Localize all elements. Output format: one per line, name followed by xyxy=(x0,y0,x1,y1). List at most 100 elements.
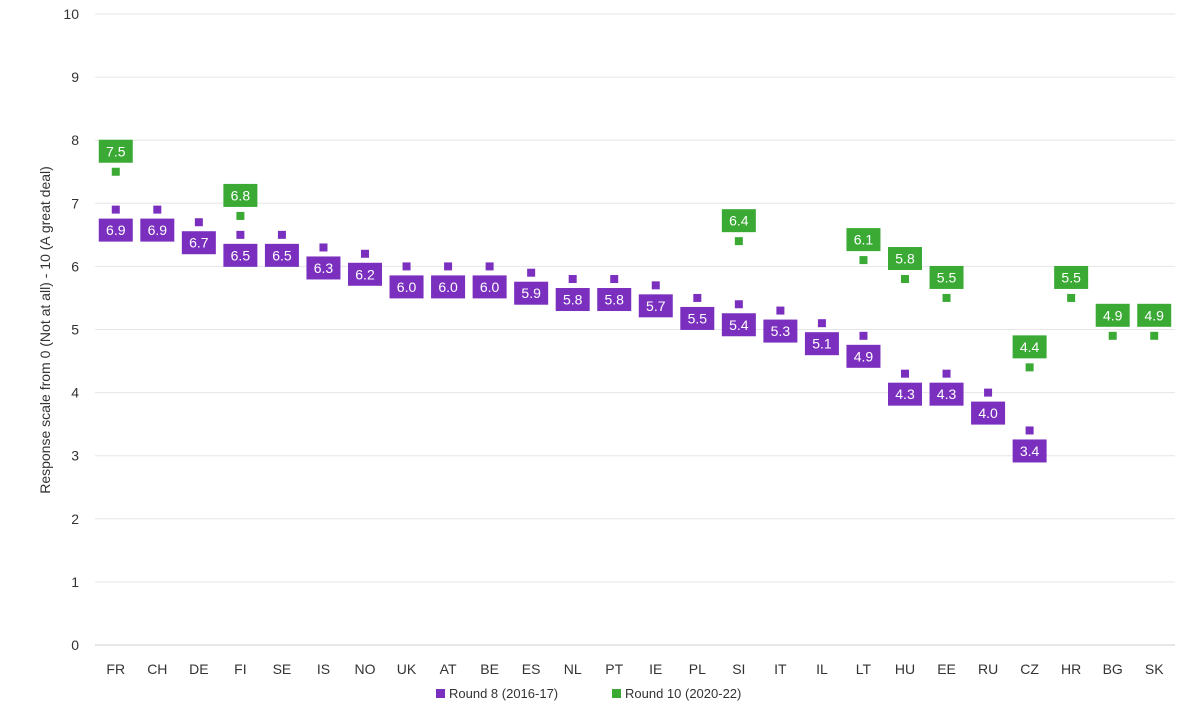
x-tick-label: HR xyxy=(1061,661,1081,677)
label-box-round-8 xyxy=(971,401,1006,425)
x-tick-label: ES xyxy=(522,661,541,677)
point-round-8 xyxy=(277,230,286,239)
point-round-10 xyxy=(1150,331,1159,340)
data-label-round-8: 5.8 xyxy=(604,292,624,308)
x-tick-label: HU xyxy=(895,661,915,677)
data-label-round-8: 6.7 xyxy=(189,235,209,251)
point-round-8 xyxy=(319,243,328,252)
x-tick-label: FI xyxy=(234,661,246,677)
point-round-8 xyxy=(651,281,660,290)
y-tick-label: 0 xyxy=(71,637,79,653)
data-label-round-10: 4.9 xyxy=(1144,307,1164,323)
point-round-8 xyxy=(361,249,369,258)
point-round-10 xyxy=(734,237,743,246)
y-tick-label: 6 xyxy=(71,258,79,274)
data-label-round-8: 4.9 xyxy=(854,348,874,364)
x-tick-label: SE xyxy=(273,661,292,677)
data-label-round-10: 4.4 xyxy=(1020,339,1040,355)
point-round-8 xyxy=(610,275,619,284)
point-round-10 xyxy=(1067,293,1076,302)
x-tick-label: NL xyxy=(564,661,582,677)
data-label-round-8: 6.9 xyxy=(148,222,168,238)
point-round-8 xyxy=(776,306,785,315)
x-tick-label: BG xyxy=(1103,661,1123,677)
x-tick-label: RU xyxy=(978,661,998,677)
data-label-round-10: 6.4 xyxy=(729,213,749,229)
data-label-round-8: 6.3 xyxy=(314,260,334,276)
data-label-round-8: 6.2 xyxy=(355,266,375,282)
x-tick-label: NO xyxy=(355,661,376,677)
legend-label-round-10: Round 10 (2020-22) xyxy=(625,686,741,701)
x-tick-label: BE xyxy=(480,661,499,677)
x-tick-label: UK xyxy=(397,661,417,677)
data-label-round-8: 6.0 xyxy=(438,279,458,295)
data-label-round-8: 4.0 xyxy=(978,405,998,421)
data-label-round-8: 5.5 xyxy=(688,310,708,326)
label-box-round-10 xyxy=(223,183,258,207)
label-box-round-10 xyxy=(888,247,922,271)
data-label-round-8: 5.8 xyxy=(563,292,583,308)
label-box-round-8 xyxy=(929,382,964,406)
label-box-round-10 xyxy=(98,139,133,163)
x-tick-label: PL xyxy=(689,661,706,677)
label-box-round-8 xyxy=(223,243,258,267)
data-label-round-8: 3.4 xyxy=(1020,443,1040,459)
point-round-8 xyxy=(568,275,577,284)
y-tick-label: 8 xyxy=(71,132,79,148)
x-tick-label: FR xyxy=(106,661,125,677)
label-box-round-8 xyxy=(888,382,922,406)
data-label-round-8: 6.0 xyxy=(397,279,417,295)
data-label-round-10: 6.8 xyxy=(231,187,251,203)
y-tick-label: 2 xyxy=(71,511,79,527)
point-round-8 xyxy=(942,369,951,378)
gridlines xyxy=(95,13,1175,646)
label-box-round-8 xyxy=(1012,439,1047,463)
label-box-round-8 xyxy=(721,313,756,337)
x-tick-label: DE xyxy=(189,661,208,677)
point-round-8 xyxy=(527,268,536,277)
x-tick-label: SK xyxy=(1145,661,1164,677)
y-axis-ticks: 0 1 2 3 4 5 6 7 8 9 10 xyxy=(63,6,79,653)
label-box-round-8 xyxy=(680,306,715,330)
data-label-round-8: 5.1 xyxy=(812,336,832,352)
point-round-8 xyxy=(859,331,868,340)
data-label-round-10: 6.1 xyxy=(854,232,874,248)
label-box-round-8 xyxy=(306,256,341,280)
point-round-8 xyxy=(984,388,993,397)
point-round-8 xyxy=(111,205,120,214)
x-tick-label: SI xyxy=(732,661,745,677)
label-box-round-8 xyxy=(348,262,382,286)
point-round-8 xyxy=(1025,426,1034,435)
data-label-round-8: 4.3 xyxy=(937,386,957,402)
point-round-8 xyxy=(485,262,494,271)
label-box-round-8 xyxy=(804,332,839,356)
data-label-round-10: 4.9 xyxy=(1103,307,1123,323)
data-label-round-8: 6.5 xyxy=(231,247,251,263)
point-round-8 xyxy=(734,300,743,309)
x-tick-label: IS xyxy=(317,661,330,677)
point-round-10 xyxy=(901,275,909,284)
legend-swatch-round-10 xyxy=(612,689,621,698)
data-marks: 6.9 6.9 6.7 6.5 6.5 6.3 6.2 6.0 6.0 6.0 5.9 5.8 5.8 5… xyxy=(98,139,1172,463)
label-box-round-8 xyxy=(514,281,549,305)
x-tick-label: LT xyxy=(856,661,872,677)
point-round-10 xyxy=(859,256,868,265)
x-tick-label: IE xyxy=(649,661,662,677)
label-box-round-10 xyxy=(1095,303,1130,327)
data-label-round-10: 5.8 xyxy=(895,251,915,267)
x-tick-label: IT xyxy=(774,661,787,677)
x-tick-label: AT xyxy=(440,661,457,677)
data-label-round-8: 6.9 xyxy=(106,222,126,238)
x-tick-label: PT xyxy=(605,661,623,677)
point-round-8 xyxy=(153,205,162,214)
data-label-round-8: 5.9 xyxy=(521,285,541,301)
label-box-round-10 xyxy=(1012,335,1047,359)
y-axis-title: Response scale from 0 (Not at all) - 10 … xyxy=(37,166,53,494)
point-round-8 xyxy=(693,293,702,302)
point-round-8 xyxy=(194,218,203,227)
data-label-round-8: 5.3 xyxy=(771,323,791,339)
point-round-10 xyxy=(1108,331,1117,340)
point-round-8 xyxy=(817,319,826,328)
point-round-8 xyxy=(402,262,411,271)
